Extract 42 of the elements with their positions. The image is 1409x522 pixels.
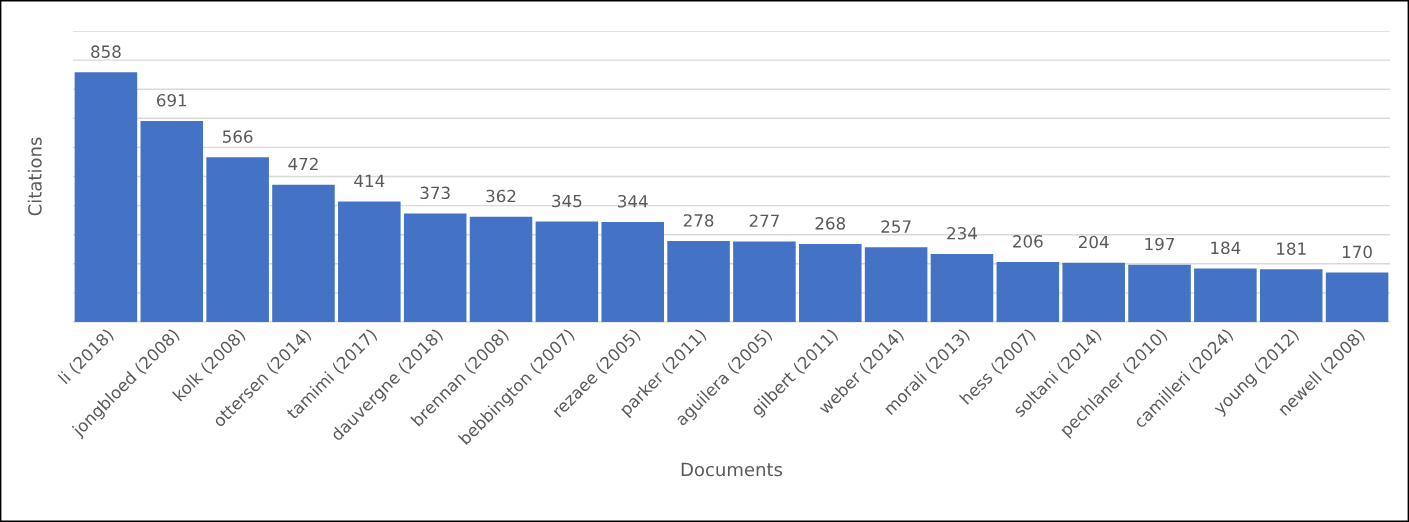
data-label: 344: [618, 194, 648, 208]
data-label: 414: [354, 174, 385, 187]
x-axis-title: Documents: [681, 462, 783, 477]
bar: [206, 157, 269, 322]
data-label: 566: [223, 130, 253, 143]
bar: [1128, 264, 1191, 322]
bar: [469, 216, 533, 322]
bar: [733, 241, 796, 322]
data-label: 234: [947, 226, 977, 240]
bar: [864, 247, 928, 322]
data-label: 181: [1277, 242, 1306, 255]
bar: [996, 262, 1060, 322]
bar: [1194, 268, 1257, 322]
bar: [403, 213, 467, 322]
data-label: 268: [815, 217, 846, 230]
bar: [338, 201, 401, 322]
bar: [667, 241, 730, 322]
y-axis-title: Citations: [27, 137, 42, 216]
bar: [930, 253, 994, 322]
data-label: 170: [1343, 245, 1372, 259]
bar: [1325, 272, 1389, 322]
bar: [799, 244, 862, 322]
data-label: 197: [1145, 237, 1175, 251]
data-label: 362: [486, 189, 516, 203]
data-label: 277: [749, 214, 779, 227]
bar: [140, 120, 204, 322]
bar: [601, 221, 664, 322]
bar: [272, 184, 335, 322]
data-label: 206: [1013, 235, 1043, 248]
bar: [535, 221, 599, 322]
data-label: 373: [420, 186, 450, 200]
data-label: 204: [1078, 235, 1109, 249]
bar: [1259, 269, 1323, 322]
bar: [1062, 262, 1125, 322]
data-label: 345: [552, 194, 582, 208]
data-label: 184: [1211, 241, 1241, 255]
data-label: 257: [881, 220, 911, 233]
bar: [74, 72, 138, 322]
data-label: 858: [91, 45, 121, 58]
data-label: 691: [157, 93, 187, 107]
data-label: 472: [288, 157, 318, 171]
data-label: 278: [683, 214, 714, 227]
